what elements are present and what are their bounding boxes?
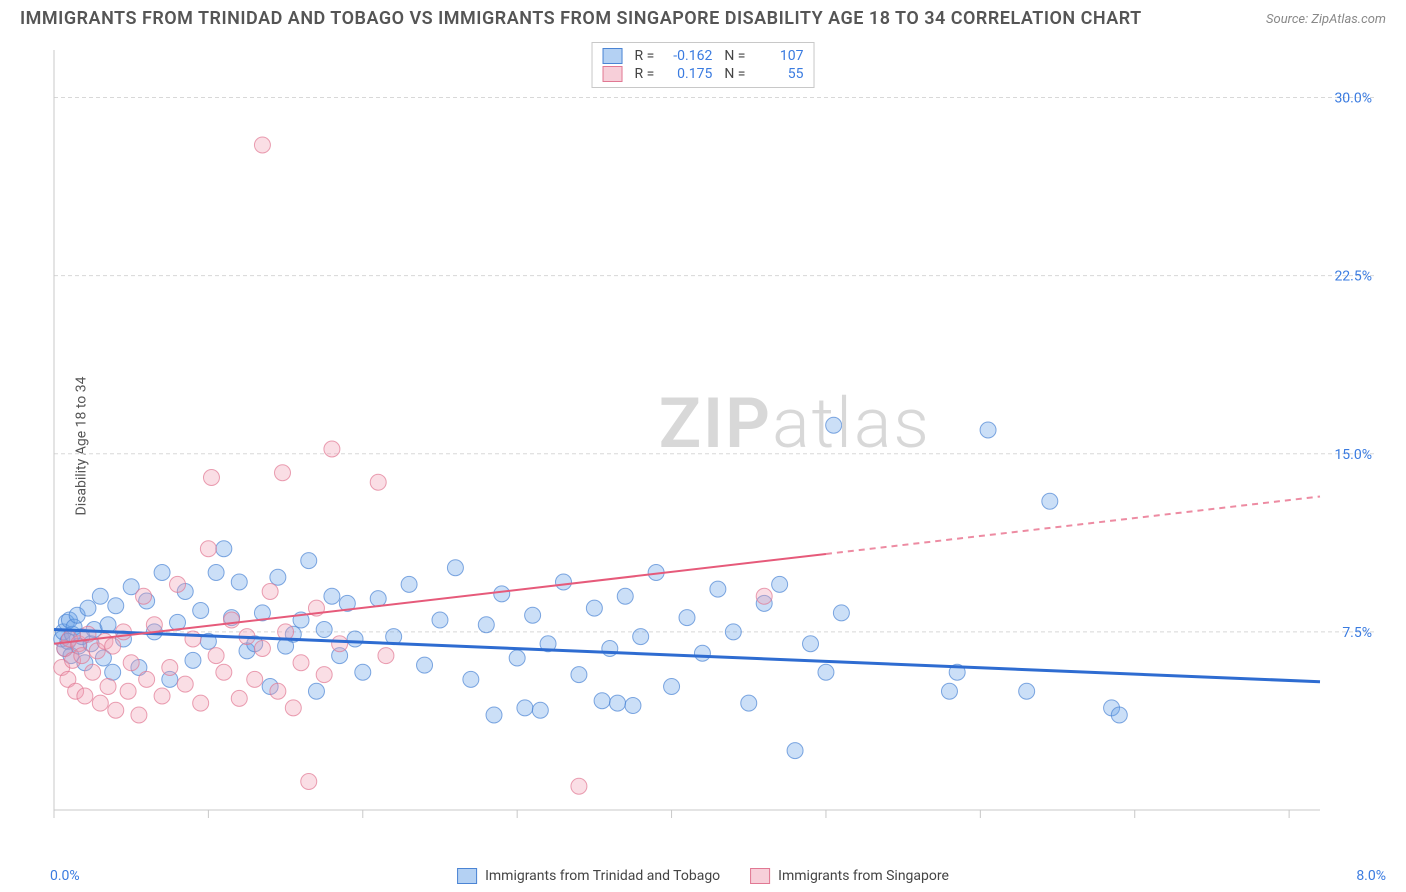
legend-stats-row: R = 0.175 N = 55 xyxy=(603,65,804,83)
legend-swatch-series-0 xyxy=(457,868,477,884)
svg-text:7.5%: 7.5% xyxy=(1342,625,1372,641)
svg-text:22.5%: 22.5% xyxy=(1334,269,1372,285)
legend-label-0: Immigrants from Trinidad and Tobago xyxy=(485,868,720,884)
legend-stats-box: R = -0.162 N = 107 R = 0.175 N = 55 xyxy=(592,42,815,88)
stat-r-label: R = xyxy=(635,48,655,64)
legend-swatch-series-0 xyxy=(603,48,623,64)
legend-bottom-item-1: Immigrants from Singapore xyxy=(750,868,949,884)
stat-r-value-0: -0.162 xyxy=(662,48,712,64)
source-label: Source: ZipAtlas.com xyxy=(1266,12,1386,27)
legend-swatch-series-1 xyxy=(603,66,623,82)
stat-r-label: R = xyxy=(635,66,655,82)
stat-n-value-0: 107 xyxy=(753,48,803,64)
stat-n-label: N = xyxy=(724,66,745,82)
legend-swatch-series-1 xyxy=(750,868,770,884)
stat-n-label: N = xyxy=(724,48,745,64)
chart-title: IMMIGRANTS FROM TRINIDAD AND TOBAGO VS I… xyxy=(20,8,1142,29)
x-axis-origin-label: 0.0% xyxy=(50,868,80,884)
plot-area: 7.5%15.0%22.5%30.0% ZIPatlas xyxy=(50,40,1380,840)
scatter-plot-svg: 7.5% 15.0% 22.5% 30.0% xyxy=(50,40,1380,840)
svg-text:30.0%: 30.0% xyxy=(1334,91,1372,107)
svg-text:15.0%: 15.0% xyxy=(1334,447,1372,463)
x-axis-max-label: 8.0% xyxy=(1356,868,1386,884)
legend-stats-row: R = -0.162 N = 107 xyxy=(603,47,804,65)
legend-bottom-item-0: Immigrants from Trinidad and Tobago xyxy=(457,868,720,884)
stat-r-value-1: 0.175 xyxy=(662,66,712,82)
legend-label-1: Immigrants from Singapore xyxy=(778,868,949,884)
legend-bottom: Immigrants from Trinidad and Tobago Immi… xyxy=(457,868,949,884)
stat-n-value-1: 55 xyxy=(753,66,803,82)
